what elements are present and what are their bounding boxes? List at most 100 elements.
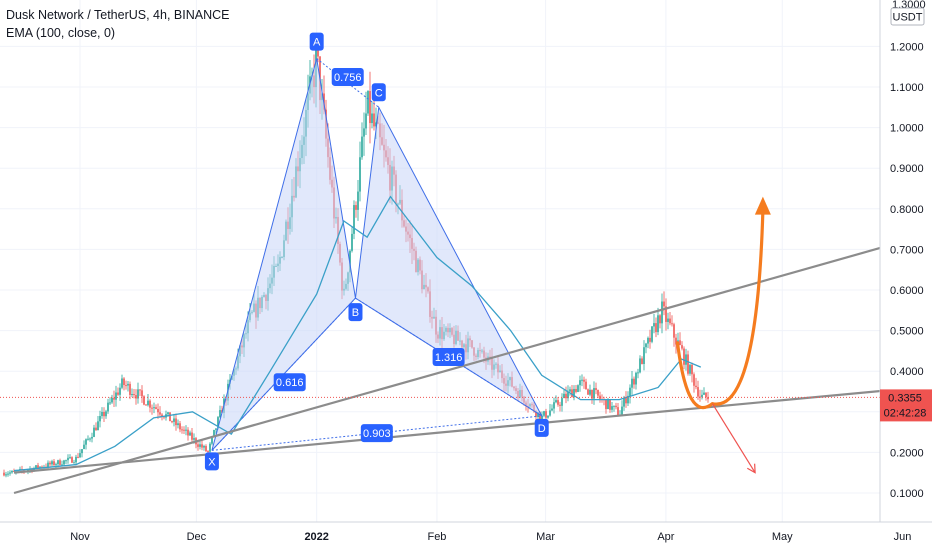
point-x-label-bg [204, 452, 219, 471]
candle-body [169, 412, 171, 422]
bd-dotted-line [355, 297, 542, 417]
candle-body [111, 397, 113, 403]
candle-body [59, 460, 61, 465]
candle-body [689, 364, 691, 374]
candle-body [53, 461, 55, 466]
currency-badge: USDT [893, 12, 923, 24]
candle-body [621, 406, 623, 415]
candle-body [375, 122, 377, 127]
candle-body [135, 395, 137, 399]
last-price-box [880, 389, 932, 422]
candle-body [317, 48, 319, 57]
point-c-label-text: C [375, 87, 383, 99]
candle-body [127, 383, 129, 386]
ratio-label-x-d-text: 0.903 [363, 428, 391, 440]
candle-body [565, 393, 567, 399]
candle-body [199, 444, 201, 447]
candle-body [651, 326, 653, 342]
candle-body [605, 399, 607, 410]
candle-body [655, 323, 657, 333]
candle-body [219, 410, 221, 418]
bearish-projection-line [711, 403, 756, 474]
candle-body [567, 391, 569, 399]
candle-body [65, 460, 67, 462]
candle-body [97, 421, 99, 431]
candle-body [363, 128, 365, 137]
candle-body [579, 380, 581, 386]
point-b-label: B [348, 303, 363, 322]
ratio-label-x-b-text: 0.616 [276, 377, 304, 389]
candle-body [13, 470, 15, 472]
candle-body [351, 233, 353, 251]
time-tick-label: Mar [536, 531, 555, 543]
ac-dotted-line [316, 58, 380, 108]
candle-body [41, 466, 43, 468]
candle-body [177, 423, 179, 426]
candle-body [657, 315, 659, 333]
candle-body [615, 405, 617, 408]
price-tick-label: 1.2000 [890, 41, 924, 53]
candle-body [11, 470, 13, 473]
candle-body [637, 372, 639, 374]
candle-body [61, 464, 63, 466]
candle-body [633, 378, 635, 385]
bearish-arrow-head [746, 463, 756, 474]
candle-body [681, 345, 683, 349]
last-price-value: 0.3355 [888, 392, 922, 404]
candle-body [85, 439, 87, 445]
candle-body [191, 432, 193, 440]
candle-body [361, 136, 363, 158]
candle-body [93, 427, 95, 437]
candle-body [75, 456, 77, 463]
ratio-label-a-c: 0.756 [331, 67, 364, 86]
candle-body [543, 411, 545, 416]
candle-body [179, 423, 181, 430]
candle-body [193, 438, 195, 440]
point-c-label-bg [371, 83, 386, 102]
candle-body [123, 378, 125, 386]
candle-body [625, 397, 627, 404]
price-tick-label: 0.9000 [890, 163, 924, 175]
candle-body [675, 337, 677, 345]
candle-body [649, 337, 651, 342]
candle-body [71, 457, 73, 463]
xab-triangle [211, 58, 357, 451]
candle-body [685, 354, 687, 365]
ema-line [13, 195, 702, 472]
price-axis: 1.2000 1.1000 1.0000 0.9000 0.8000 0.7000 0.60… [879, 0, 932, 550]
candle-body [355, 205, 357, 210]
price-tick-label: 1.0000 [890, 123, 924, 135]
candle-body [541, 415, 543, 421]
candle-body [663, 301, 665, 307]
last-price-countdown: 02:42:28 [884, 407, 927, 419]
candle-body [569, 389, 571, 392]
candle-body [81, 449, 83, 454]
candle-body [545, 411, 547, 418]
candle-body [535, 411, 537, 417]
candle-body [67, 457, 69, 461]
time-tick-label: 2022 [304, 531, 328, 543]
candle-body [693, 374, 695, 386]
candle-body [201, 444, 203, 448]
candle-body [115, 392, 117, 400]
point-d-label-text: D [538, 423, 546, 435]
candle-body [581, 379, 583, 381]
candle-body [707, 397, 709, 400]
trend-line-lower [13, 386, 919, 474]
candle-body [137, 389, 139, 399]
price-tick-label: 0.2000 [890, 447, 924, 459]
point-d-label: D [534, 418, 549, 437]
point-b-label-bg [348, 303, 363, 322]
point-a-label-text: A [313, 37, 321, 49]
candle-body [661, 301, 663, 324]
candle-body [697, 387, 699, 397]
price-tick-label: 0.5000 [890, 326, 924, 338]
candle-body [699, 396, 701, 398]
candle-body [585, 381, 587, 390]
candle-body [559, 404, 561, 406]
price-tick-label: 1.1000 [890, 82, 924, 94]
candle-body [587, 389, 589, 395]
candle-body [623, 397, 625, 407]
